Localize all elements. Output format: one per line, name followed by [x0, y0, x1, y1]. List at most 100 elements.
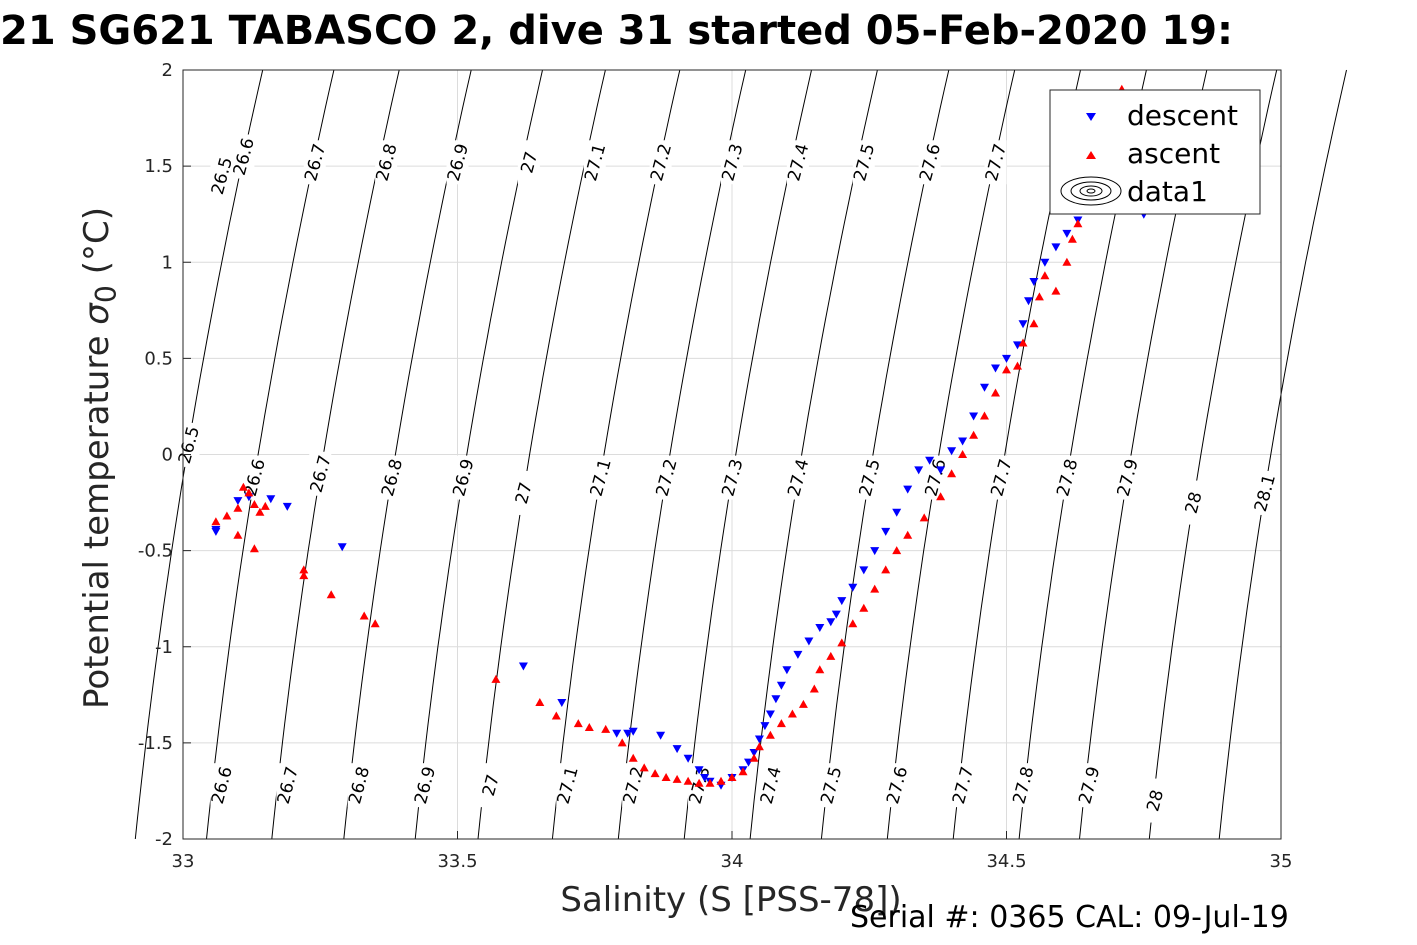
- x-tick-label: 33: [172, 851, 195, 872]
- contour-label-bg: [1116, 455, 1139, 500]
- ascent-point: [848, 619, 858, 628]
- y-tick-label: 1: [162, 252, 173, 273]
- ascent-point: [661, 773, 671, 781]
- chart-title: 21 SG621 TABASCO 2, dive 31 started 05-F…: [0, 8, 1234, 54]
- y-axis-label-sigma: σ: [77, 303, 118, 325]
- ascent-point: [1029, 319, 1039, 328]
- descent-point: [628, 727, 638, 736]
- serial-cal-footer: Serial #: 0365 CAL: 09-Jul-19: [850, 900, 1289, 935]
- ascent-point: [705, 778, 715, 787]
- contour-label-bg: [990, 455, 1013, 500]
- y-axis-label-text: Potential temperature: [77, 324, 118, 709]
- descent-point: [782, 666, 792, 675]
- ascent-point: [815, 665, 825, 674]
- descent-point: [903, 485, 913, 494]
- ascent-point: [535, 698, 545, 706]
- contour-label-bg: [589, 455, 612, 500]
- ascent-point: [798, 699, 808, 708]
- ascent-point: [233, 503, 243, 512]
- x-tick-label: 34.5: [986, 851, 1026, 872]
- isopycnal-26.9: [414, 69, 543, 840]
- descent-point: [765, 710, 775, 719]
- contour-label-bg: [655, 455, 678, 500]
- ascent-point: [787, 709, 797, 718]
- isopycnal-27.3: [683, 69, 812, 840]
- x-tick-label: 34: [721, 851, 744, 872]
- descent-point: [776, 681, 786, 690]
- ascent-point: [716, 776, 726, 785]
- contour-label-bg: [852, 140, 875, 185]
- descent-point: [914, 466, 924, 475]
- contour-label-bg: [451, 455, 474, 500]
- ascent-point: [249, 544, 259, 553]
- contour-label-bg: [1011, 763, 1034, 808]
- ascent-point: [809, 684, 819, 693]
- contour-label-bg: [984, 140, 1007, 185]
- ascent-point: [1062, 257, 1072, 266]
- y-axis-label: Potential temperature σ0 (°C): [77, 207, 123, 709]
- descent-point: [848, 583, 858, 592]
- ascent-point: [650, 769, 660, 778]
- ascent-point: [1013, 361, 1022, 370]
- isopycnal-28.1: [1218, 69, 1347, 840]
- ascent-point: [837, 638, 847, 647]
- y-tick-label: -2: [155, 829, 173, 850]
- legend-descent-label: descent: [1127, 99, 1238, 132]
- descent-point: [612, 729, 622, 738]
- descent-point: [837, 597, 847, 606]
- ascent-point: [299, 571, 309, 580]
- ascent-point: [947, 469, 957, 478]
- descent-point: [694, 766, 704, 775]
- ascent-point: [359, 611, 369, 620]
- ascent-point: [727, 773, 737, 781]
- y-axis-label-unit: (°C): [77, 207, 118, 286]
- descent-point: [623, 729, 633, 738]
- descent-point: [672, 745, 682, 754]
- contour-label-bg: [517, 140, 540, 185]
- descent-point: [683, 754, 693, 763]
- descent-point: [859, 566, 869, 575]
- descent-point: [793, 650, 803, 659]
- ascent-point: [639, 763, 649, 772]
- descent-point: [700, 774, 710, 782]
- isopycnal-27.5: [820, 69, 950, 840]
- ascent-point: [249, 500, 259, 508]
- y-tick-label: -0.5: [138, 541, 173, 562]
- descent-point: [754, 735, 764, 744]
- ascent-point: [255, 507, 265, 516]
- x-axis-label: Salinity (S [PSS-78]): [560, 880, 902, 920]
- contour-label-bg: [858, 455, 881, 500]
- ascent-point: [1051, 286, 1061, 295]
- ascent-point: [754, 742, 764, 751]
- isopycnal-27.1: [551, 69, 681, 840]
- contour-label-bg: [1143, 778, 1166, 823]
- descent-point: [233, 497, 243, 506]
- contour-label-bg: [210, 153, 233, 198]
- y-axis-ticks: -2 -1.5 -1 -0.5 0 0.5 1 1.5 2: [138, 60, 191, 850]
- ascent-point: [903, 530, 913, 539]
- contour-label-bg: [721, 455, 743, 500]
- ascent-point: [617, 738, 627, 747]
- isopycnal-27.6: [886, 69, 1016, 840]
- descent-point: [804, 637, 814, 646]
- descent-point: [815, 624, 825, 632]
- ascent-series: [211, 84, 1138, 787]
- ascent-point: [628, 753, 638, 762]
- ascent-point: [299, 565, 309, 574]
- isopycnal-26.8: [343, 69, 472, 840]
- descent-point: [947, 447, 957, 456]
- ascent-point: [260, 501, 270, 510]
- descent-point: [1018, 320, 1028, 329]
- contour-label-bg: [583, 140, 606, 185]
- ascent-point: [936, 492, 946, 501]
- isopycnal-27.4: [749, 69, 878, 840]
- descent-point: [881, 527, 891, 536]
- ascent-point: [776, 719, 786, 728]
- descent-point: [1024, 297, 1033, 306]
- ascent-point: [892, 546, 902, 555]
- contour-label-bg: [1055, 455, 1078, 500]
- contour-label-bg: [622, 763, 645, 808]
- legend[interactable]: descent ascent data1: [1049, 89, 1261, 215]
- contour-label-bg: [380, 455, 403, 500]
